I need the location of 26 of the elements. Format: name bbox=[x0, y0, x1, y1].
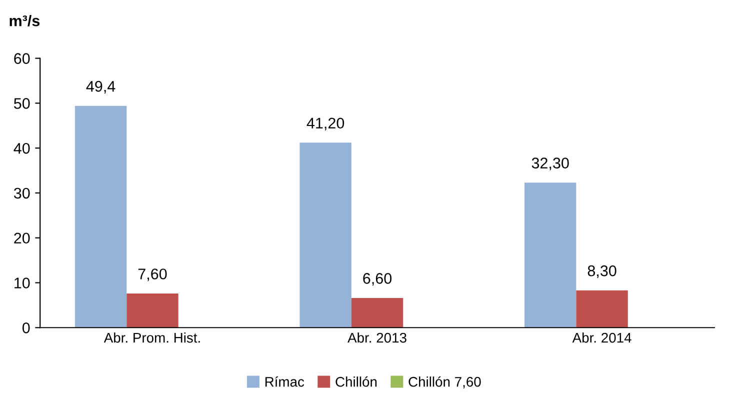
y-tick-label: 10 bbox=[14, 278, 30, 288]
x-tick-label: Abr. 2013 bbox=[348, 332, 406, 343]
y-tick-label: 30 bbox=[14, 188, 30, 199]
legend-label: Chillón 7,60 bbox=[408, 376, 481, 388]
bar bbox=[576, 290, 628, 328]
y-axis-title: m³/s bbox=[10, 15, 40, 26]
x-tick-label: Abr. Prom. Hist. bbox=[104, 332, 200, 343]
data-label: 6,60 bbox=[363, 273, 392, 286]
bar bbox=[524, 182, 576, 328]
data-label: 41,20 bbox=[306, 118, 344, 130]
bar bbox=[74, 106, 127, 328]
data-label: 49,4 bbox=[86, 80, 116, 94]
y-tick-label: 60 bbox=[14, 53, 30, 64]
bar bbox=[351, 298, 404, 328]
legend-label: Rímac bbox=[265, 376, 304, 387]
y-tick-label: 50 bbox=[14, 98, 30, 109]
y-tick-label: 0 bbox=[22, 322, 30, 334]
bar bbox=[126, 294, 178, 328]
bar bbox=[300, 142, 352, 328]
data-label: 32,30 bbox=[532, 158, 569, 170]
data-label: 8,30 bbox=[588, 265, 616, 278]
legend-label: Chillón bbox=[336, 376, 377, 387]
y-tick-label: 20 bbox=[14, 232, 30, 244]
y-tick-label: 40 bbox=[14, 142, 30, 154]
data-label: 7,60 bbox=[138, 268, 167, 282]
x-tick-label: Abr. 2014 bbox=[572, 332, 632, 343]
